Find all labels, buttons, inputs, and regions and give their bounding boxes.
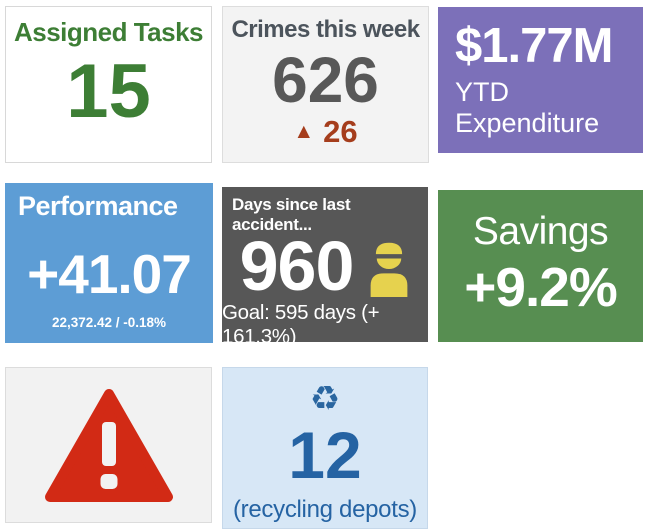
triangle-up-icon: ▲ xyxy=(293,120,315,143)
crimes-value: 626 xyxy=(272,44,379,116)
recycling-label: (recycling depots) xyxy=(232,496,417,523)
accident-value: 960 xyxy=(239,227,355,305)
accident-goal: Goal: 595 days (+ 161.3%) xyxy=(222,301,380,348)
expenditure-label: YTD Expenditure xyxy=(455,76,600,138)
crimes-tile: Crimes this week 626 ▲ 26 xyxy=(222,6,429,163)
performance-tile: Performance +41.07 22,372.42 / -0.18% xyxy=(5,183,213,343)
accident-value-row: 960 xyxy=(240,231,411,301)
assigned-tasks-value: 15 xyxy=(66,49,151,134)
savings-value: +9.2% xyxy=(464,256,617,318)
crimes-delta-value: 26 xyxy=(323,114,358,149)
accident-title: Days since last accident... xyxy=(232,195,351,234)
performance-detail: 22,372.42 / -0.18% xyxy=(51,315,167,330)
worker-icon xyxy=(371,242,408,297)
savings-title: Savings xyxy=(472,210,609,253)
warning-tile xyxy=(5,367,212,523)
expenditure-value: $1.77M xyxy=(455,19,613,74)
crimes-title: Crimes this week xyxy=(231,16,420,43)
assigned-tasks-tile: Assigned Tasks 15 xyxy=(5,6,212,163)
recycling-value: 12 xyxy=(288,418,362,492)
days-since-accident-tile: Days since last accident... 960 Goal: 59… xyxy=(222,187,428,348)
performance-title: Performance xyxy=(18,191,178,221)
performance-value: +41.07 xyxy=(27,243,192,305)
expenditure-tile: $1.77M YTD Expenditure xyxy=(438,7,643,153)
recycle-icon: ♻ xyxy=(309,379,341,419)
warning-triangle-icon xyxy=(44,389,173,502)
recycling-tile: ♻ 12 (recycling depots) xyxy=(222,367,428,529)
crimes-delta: ▲ 26 xyxy=(293,116,357,147)
savings-tile: Savings +9.2% xyxy=(438,190,643,342)
assigned-tasks-title: Assigned Tasks xyxy=(13,17,204,47)
